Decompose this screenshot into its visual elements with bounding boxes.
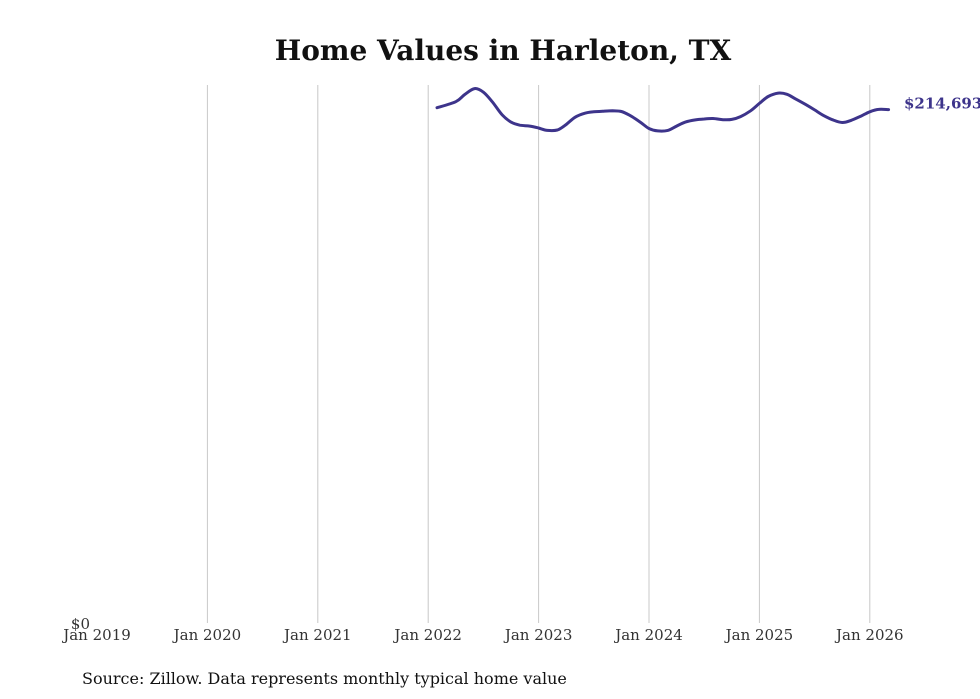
y-axis-ticks: $0 [71,615,90,633]
x-tick-label: Jan 2024 [613,626,683,644]
series-layer [435,87,891,133]
x-tick-label: Jan 2025 [724,626,794,644]
source-note: Source: Zillow. Data represents monthly … [82,669,567,688]
x-tick-label: Jan 2019 [61,626,131,644]
gridlines [206,85,871,623]
end-value-label: $214,693 [904,95,980,113]
x-tick-label: Jan 2020 [172,626,242,644]
y-tick-label: $0 [71,615,90,633]
chart-title: Home Values in Harleton, TX [275,34,732,67]
x-tick-label: Jan 2026 [834,626,904,644]
x-tick-label: Jan 2023 [503,626,573,644]
x-axis-ticks: Jan 2019 Jan 2020 Jan 2021 Jan 2022 Jan 2023… [61,626,903,644]
series-line [435,87,891,133]
x-tick-label: Jan 2022 [392,626,462,644]
x-tick-label: Jan 2021 [282,626,352,644]
